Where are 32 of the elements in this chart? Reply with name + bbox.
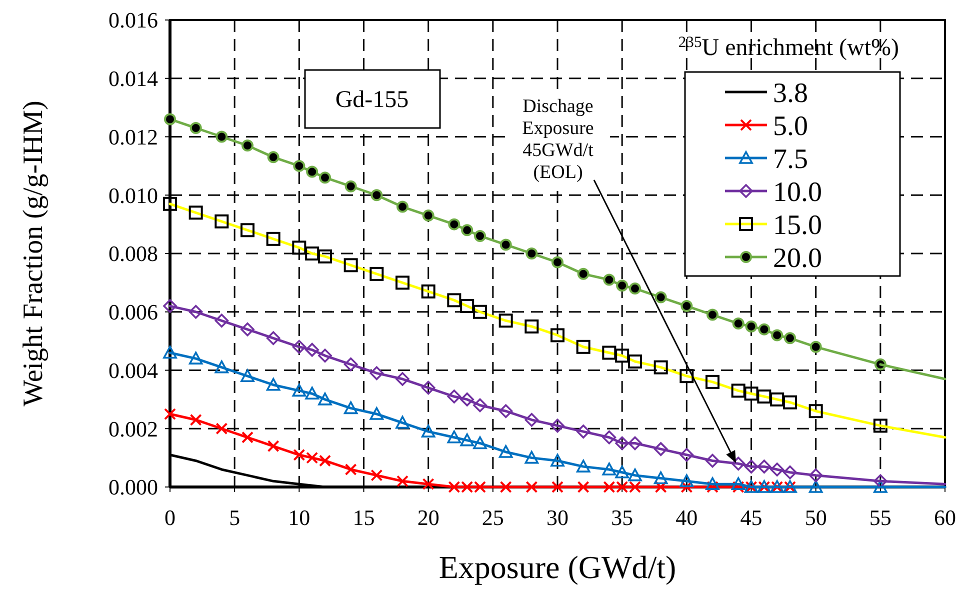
x-tick-label: 35 xyxy=(611,505,634,530)
legend-label: 5.0 xyxy=(773,110,808,142)
legend-label: 7.5 xyxy=(773,144,808,175)
legend-label: 3.8 xyxy=(773,78,808,109)
y-axis-title: Weight Fraction (g/g-IHM) xyxy=(18,100,49,406)
y-tick-label: 0.006 xyxy=(108,300,158,325)
annotation: Dischage Exposure 45GWd/t (EOL) xyxy=(522,96,594,183)
y-tick-label: 0.012 xyxy=(108,124,158,150)
x-tick-label: 50 xyxy=(804,505,827,530)
x-tick-label: 55 xyxy=(869,505,892,530)
annotation: Gd-155 xyxy=(335,87,409,113)
y-tick-label: 0.008 xyxy=(108,241,158,266)
x-tick-label: 60 xyxy=(934,505,956,530)
y-tick-label: 0.000 xyxy=(108,474,158,500)
x-axis-title: Exposure (GWd/t) xyxy=(438,549,676,585)
x-tick-label: 10 xyxy=(288,505,310,530)
y-tick-label: 0.016 xyxy=(108,8,158,33)
x-tick-label: 45 xyxy=(740,505,762,530)
x-tick-label: 30 xyxy=(546,505,568,530)
legend-label: 20.0 xyxy=(773,242,822,274)
x-tick-label: 5 xyxy=(229,505,240,530)
x-tick-label: 20 xyxy=(417,505,440,530)
y-tick-label: 0.014 xyxy=(108,66,158,92)
y-tick-label: 0.002 xyxy=(108,416,158,442)
legend-label: 10.0 xyxy=(773,176,822,208)
y-tick-label: 0.010 xyxy=(108,182,158,208)
y-tick-label: 0.004 xyxy=(108,358,158,383)
x-tick-label: 40 xyxy=(676,505,698,530)
x-tick-label: 25 xyxy=(482,505,504,530)
x-tick-label: 15 xyxy=(352,505,375,530)
legend-label: 15.0 xyxy=(773,210,822,241)
x-tick-label: 0 xyxy=(164,505,176,530)
